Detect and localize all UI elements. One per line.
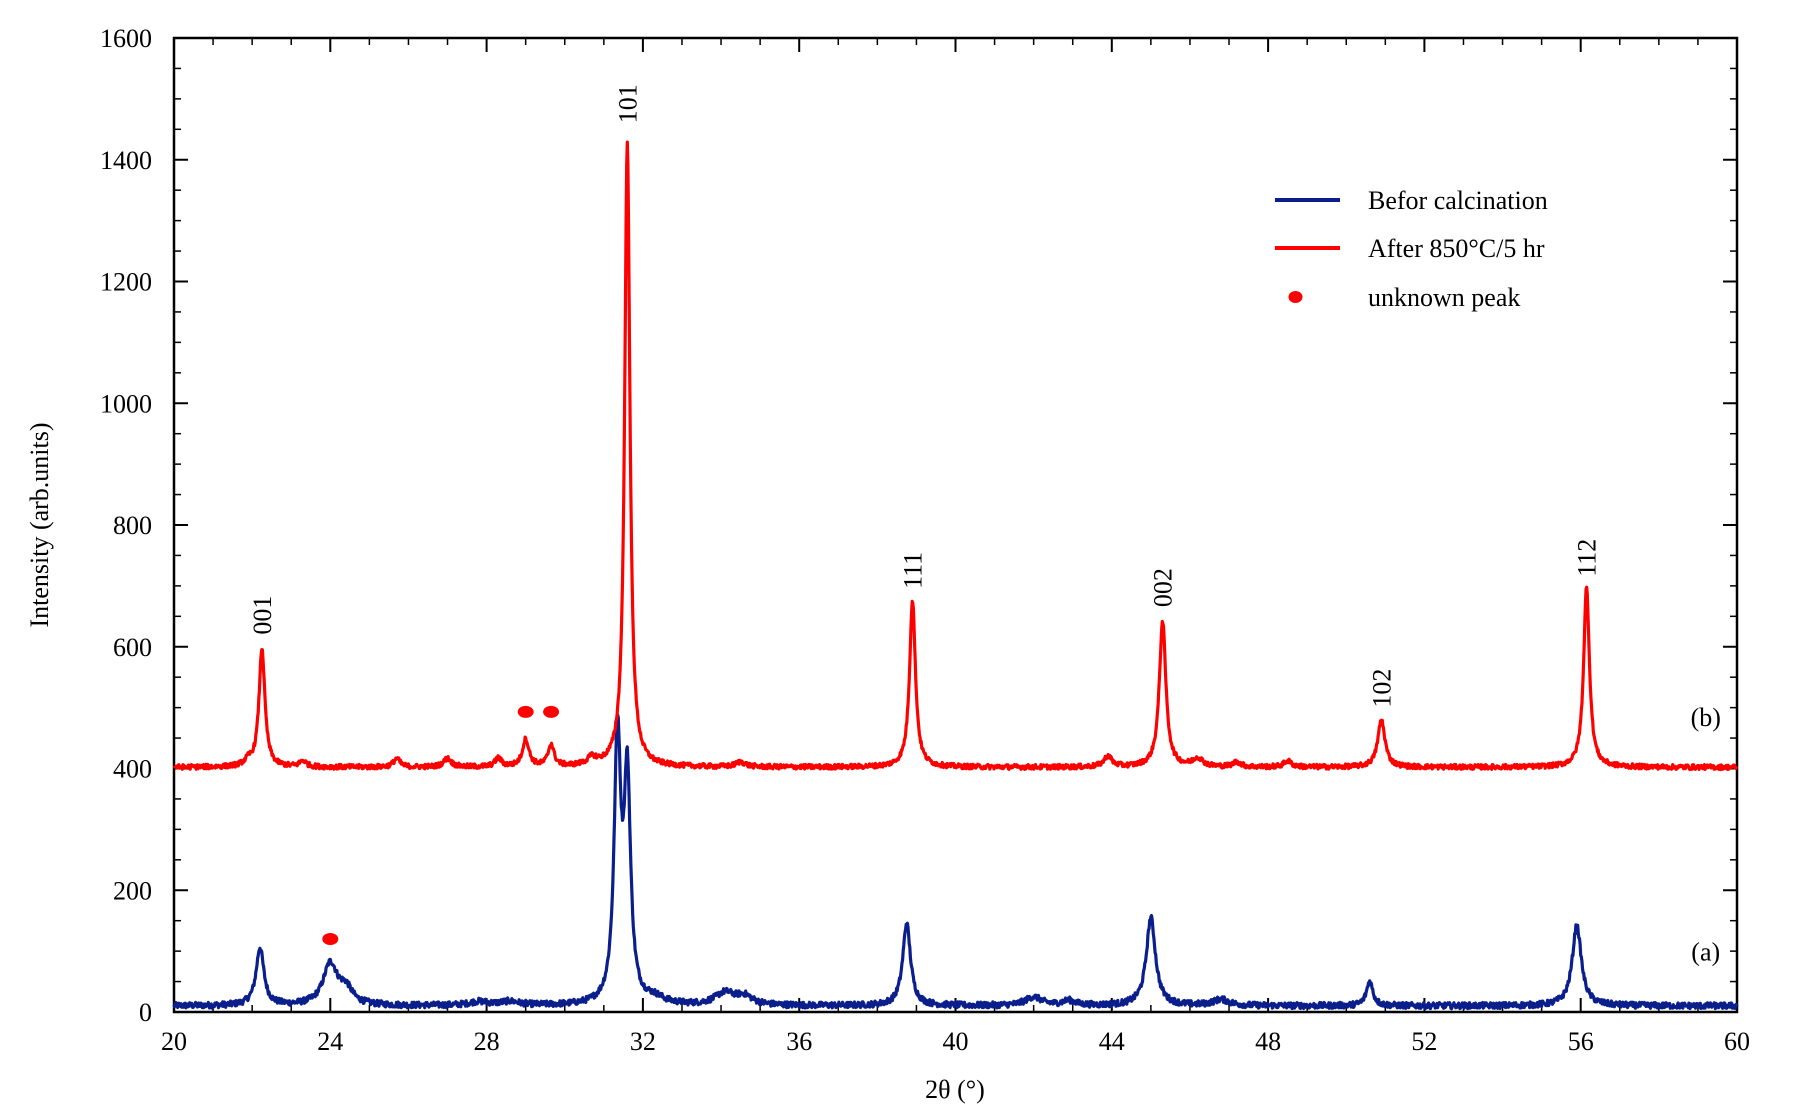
x-tick-label: 40 [943,1027,969,1056]
peak-label: 001 [248,596,277,635]
y-tick-label: 800 [113,511,152,540]
y-tick-label: 1400 [100,146,152,175]
axis-ticks: 20 24 28 32 36 40 44 48 52 56 60020040060080010001… [100,24,1750,1056]
legend-entry: After 850°C/5 hr [1368,234,1545,263]
series-line-1 [172,140,1739,772]
x-tick-label: 24 [317,1027,343,1056]
x-tick-label: 44 [1099,1027,1125,1056]
x-tick-label: 32 [630,1027,656,1056]
y-tick-label: 1200 [100,268,152,297]
x-tick-label: 56 [1568,1027,1594,1056]
y-tick-label: 600 [113,633,152,662]
series-line-0 [172,713,1739,1011]
series-curves: (a) (b) [172,140,1739,1011]
y-axis-title: Intensity (arb.units) [25,422,54,627]
legend-entry: Befor calcination [1368,186,1548,215]
x-tick-label: 48 [1255,1027,1281,1056]
peak-label: 002 [1149,568,1178,607]
unknown-peak-marker [322,932,339,945]
unknown-peak-marker [517,705,534,718]
y-tick-label: 400 [113,755,152,784]
series-tag-0: (a) [1691,937,1720,966]
y-tick-label: 200 [113,876,152,905]
peak-label: 102 [1367,669,1396,708]
plot-frame [172,36,1739,1014]
peak-label: 111 [899,552,928,589]
x-tick-label: 28 [474,1027,500,1056]
x-tick-label: 52 [1411,1027,1437,1056]
peak-label: 112 [1573,539,1602,577]
x-axis-title: 2θ (°) [925,1075,985,1104]
y-tick-label: 1000 [100,389,152,418]
peak-label: 101 [613,84,642,123]
series-tag-1: (b) [1691,703,1721,732]
unknown-peak-marker [543,705,560,718]
x-tick-label: 20 [161,1027,187,1056]
x-tick-label: 60 [1724,1027,1750,1056]
legend-swatch-dot [1288,291,1303,303]
legend: Befor calcination After 850°C/5 hr unknown… [1275,186,1548,312]
y-tick-label: 0 [139,998,152,1027]
peak-annotations: 001 101 111 002 102 112 [248,84,1602,945]
x-tick-label: 36 [786,1027,812,1056]
y-tick-label: 1600 [100,24,152,53]
legend-entry: unknown peak [1368,283,1520,312]
